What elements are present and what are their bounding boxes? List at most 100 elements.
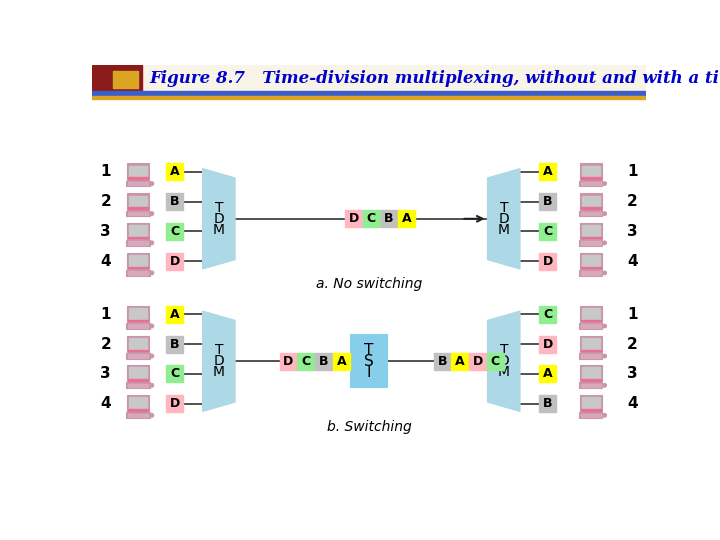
- Bar: [128, 414, 148, 417]
- Text: 1: 1: [100, 307, 111, 322]
- Text: A: A: [543, 367, 552, 380]
- Bar: [579, 240, 603, 246]
- Text: C: C: [543, 308, 552, 321]
- Text: M: M: [213, 365, 225, 379]
- Bar: [135, 208, 140, 211]
- Text: M: M: [498, 365, 510, 379]
- Circle shape: [150, 212, 153, 215]
- Bar: [128, 182, 148, 185]
- Circle shape: [603, 241, 606, 245]
- Bar: [135, 238, 140, 240]
- Bar: [581, 320, 600, 321]
- Text: 4: 4: [627, 254, 638, 268]
- Bar: [588, 238, 593, 240]
- Bar: [166, 365, 184, 382]
- Bar: [166, 306, 184, 323]
- Polygon shape: [203, 311, 235, 411]
- Bar: [166, 222, 184, 240]
- Text: D: D: [542, 338, 553, 351]
- Bar: [581, 409, 600, 411]
- Bar: [135, 178, 140, 181]
- Text: B: B: [438, 355, 447, 368]
- Bar: [451, 353, 468, 370]
- Text: D: D: [283, 355, 293, 368]
- Text: D: D: [213, 212, 224, 226]
- Bar: [166, 336, 184, 353]
- Bar: [297, 353, 315, 370]
- Text: D: D: [472, 355, 482, 368]
- Text: A: A: [402, 212, 412, 225]
- Text: B: B: [170, 338, 180, 351]
- Bar: [539, 253, 556, 269]
- Text: C: C: [366, 212, 376, 225]
- Bar: [129, 308, 147, 320]
- Bar: [539, 164, 556, 180]
- Bar: [582, 166, 600, 178]
- Text: T: T: [215, 201, 223, 215]
- Bar: [588, 351, 593, 353]
- Text: D: D: [170, 255, 180, 268]
- Bar: [128, 350, 148, 352]
- Text: 3: 3: [100, 224, 111, 239]
- Bar: [579, 413, 603, 418]
- Text: A: A: [455, 355, 464, 368]
- Bar: [580, 222, 602, 239]
- Bar: [92, 91, 647, 96]
- Text: C: C: [491, 355, 500, 368]
- Text: 1: 1: [627, 307, 638, 322]
- Bar: [582, 397, 600, 409]
- Bar: [128, 354, 148, 358]
- Bar: [579, 382, 603, 388]
- Bar: [539, 336, 556, 353]
- Bar: [588, 178, 593, 181]
- Bar: [345, 210, 362, 227]
- Bar: [580, 336, 602, 352]
- Text: A: A: [543, 165, 552, 178]
- Bar: [127, 382, 150, 388]
- Circle shape: [150, 241, 153, 245]
- Bar: [580, 193, 602, 210]
- Text: D: D: [498, 354, 509, 368]
- Bar: [579, 181, 603, 186]
- Bar: [398, 210, 415, 227]
- Polygon shape: [203, 168, 235, 269]
- Text: 4: 4: [100, 396, 111, 411]
- Bar: [129, 195, 147, 208]
- Text: S: S: [364, 354, 374, 369]
- Bar: [581, 237, 600, 238]
- Bar: [127, 413, 150, 418]
- Bar: [129, 338, 147, 350]
- Text: C: C: [301, 355, 310, 368]
- Text: D: D: [348, 212, 359, 225]
- Bar: [128, 379, 148, 381]
- Bar: [128, 241, 148, 245]
- Bar: [580, 365, 602, 381]
- Bar: [580, 306, 602, 322]
- Bar: [539, 222, 556, 240]
- Bar: [92, 65, 647, 92]
- Text: C: C: [171, 225, 179, 238]
- Bar: [127, 253, 149, 269]
- Bar: [128, 320, 148, 321]
- Bar: [588, 380, 593, 382]
- Text: T: T: [500, 343, 508, 357]
- Bar: [129, 225, 147, 237]
- Bar: [128, 267, 148, 268]
- Circle shape: [150, 414, 153, 417]
- Bar: [135, 380, 140, 382]
- Bar: [128, 237, 148, 238]
- Text: 4: 4: [100, 254, 111, 268]
- Bar: [581, 182, 600, 185]
- Bar: [539, 395, 556, 412]
- Circle shape: [603, 212, 606, 215]
- Text: 2: 2: [627, 194, 638, 210]
- Bar: [539, 193, 556, 211]
- Bar: [127, 353, 150, 359]
- Bar: [128, 177, 148, 179]
- Text: 2: 2: [627, 337, 638, 352]
- Text: M: M: [498, 222, 510, 237]
- Bar: [135, 351, 140, 353]
- Text: T: T: [364, 343, 374, 358]
- Bar: [581, 177, 600, 179]
- Bar: [127, 365, 149, 381]
